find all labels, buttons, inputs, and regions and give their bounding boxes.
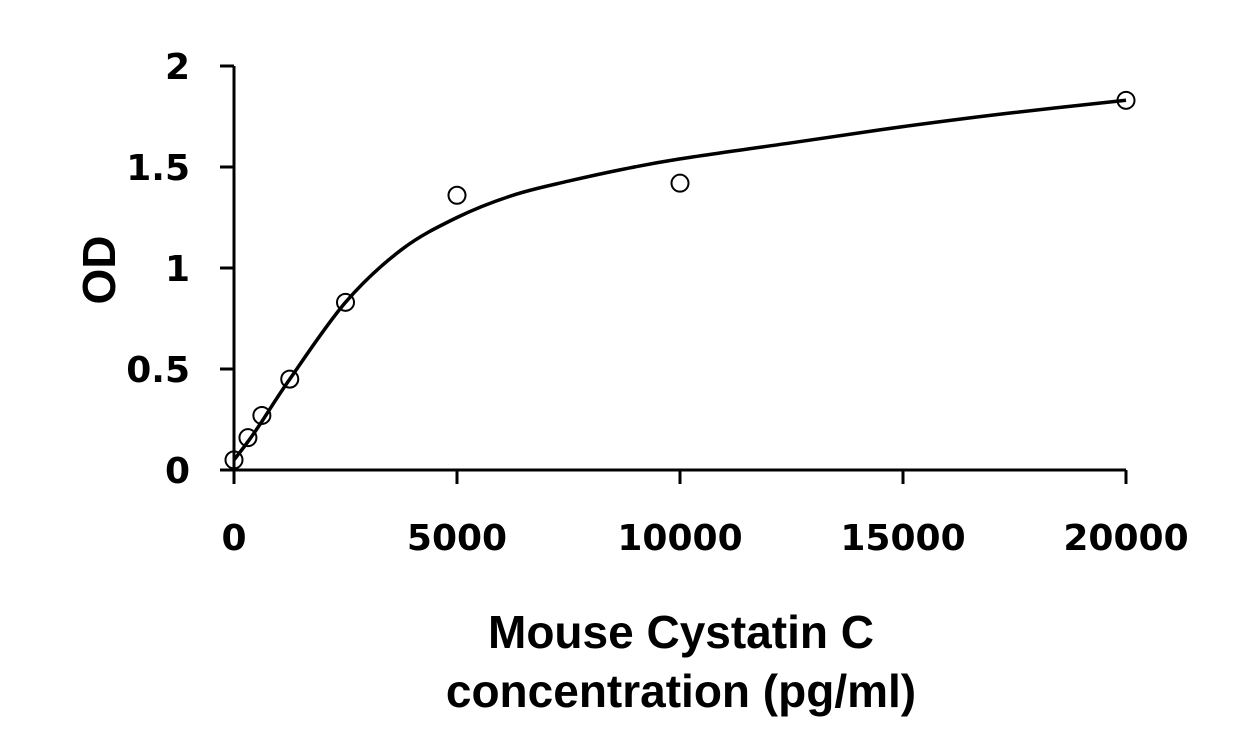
y-axis-ticks: 0 0.5 1 1.5 2 — [126, 47, 234, 492]
fit-curve — [232, 98, 1127, 461]
data-points — [224, 90, 1136, 470]
y-tick-label: 0.5 — [126, 350, 190, 391]
y-tick-label: 2 — [165, 47, 190, 88]
data-point — [1116, 90, 1136, 110]
data-point — [224, 450, 244, 470]
x-tick-label: 5000 — [407, 518, 507, 559]
data-point — [447, 185, 467, 205]
data-point — [252, 405, 272, 425]
x-axis-title-line1: Mouse Cystatin C — [488, 606, 874, 658]
x-tick-label: 20000 — [1063, 518, 1188, 559]
data-point — [280, 369, 300, 389]
data-point — [336, 292, 355, 312]
data-point — [670, 173, 690, 193]
y-axis-title: OD — [73, 236, 125, 305]
x-axis-ticks: 0 5000 10000 15000 20000 — [221, 470, 1189, 559]
data-point — [238, 428, 258, 448]
x-tick-label: 10000 — [617, 518, 742, 559]
x-tick-label: 15000 — [840, 518, 965, 559]
y-tick-label: 0 — [165, 451, 190, 492]
y-tick-label: 1.5 — [126, 148, 190, 189]
x-axis-title-line2: concentration (pg/ml) — [446, 665, 916, 717]
x-tick-label: 0 — [221, 518, 246, 559]
y-tick-label: 1 — [165, 249, 190, 290]
